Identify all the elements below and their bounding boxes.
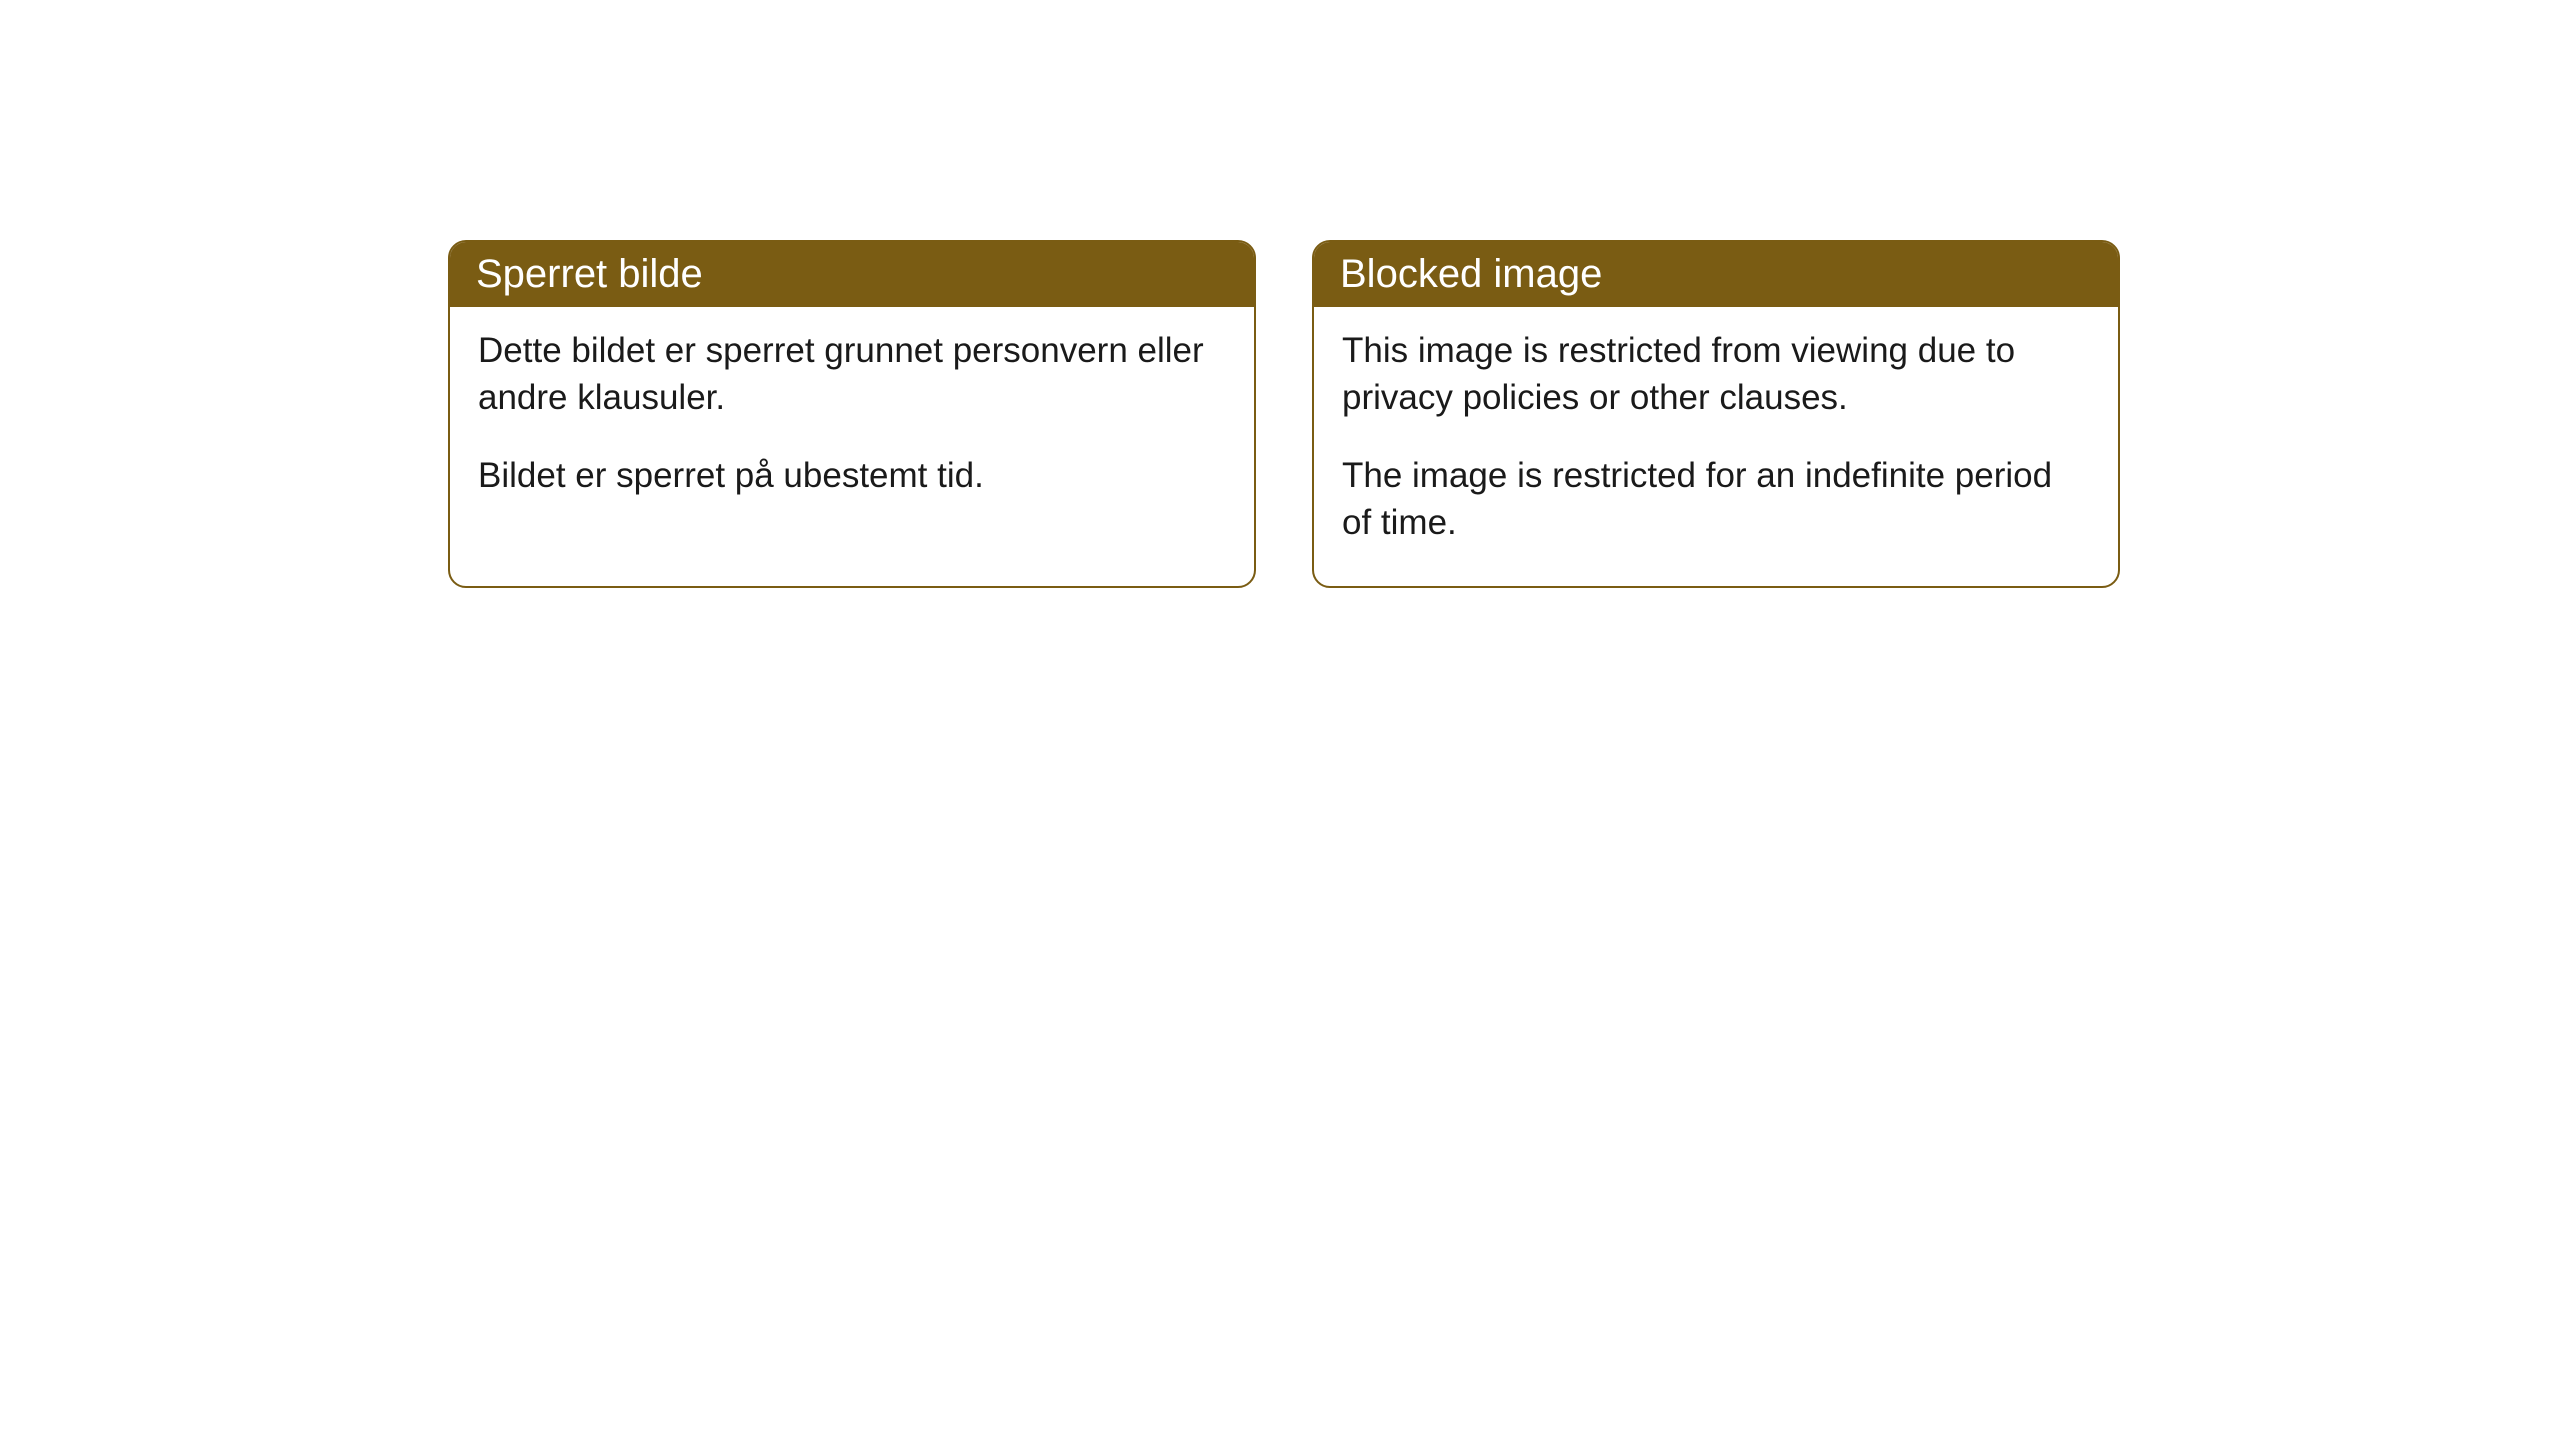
- card-header: Blocked image: [1314, 242, 2118, 307]
- notice-container: Sperret bilde Dette bildet er sperret gr…: [0, 0, 2560, 588]
- card-paragraph: Dette bildet er sperret grunnet personve…: [478, 327, 1226, 422]
- card-paragraph: This image is restricted from viewing du…: [1342, 327, 2090, 422]
- card-title: Sperret bilde: [476, 252, 703, 296]
- blocked-image-card-english: Blocked image This image is restricted f…: [1312, 240, 2120, 588]
- card-title: Blocked image: [1340, 252, 1602, 296]
- card-paragraph: Bildet er sperret på ubestemt tid.: [478, 452, 1226, 499]
- card-header: Sperret bilde: [450, 242, 1254, 307]
- blocked-image-card-norwegian: Sperret bilde Dette bildet er sperret gr…: [448, 240, 1256, 588]
- card-paragraph: The image is restricted for an indefinit…: [1342, 452, 2090, 547]
- card-body: Dette bildet er sperret grunnet personve…: [450, 307, 1254, 539]
- card-body: This image is restricted from viewing du…: [1314, 307, 2118, 586]
